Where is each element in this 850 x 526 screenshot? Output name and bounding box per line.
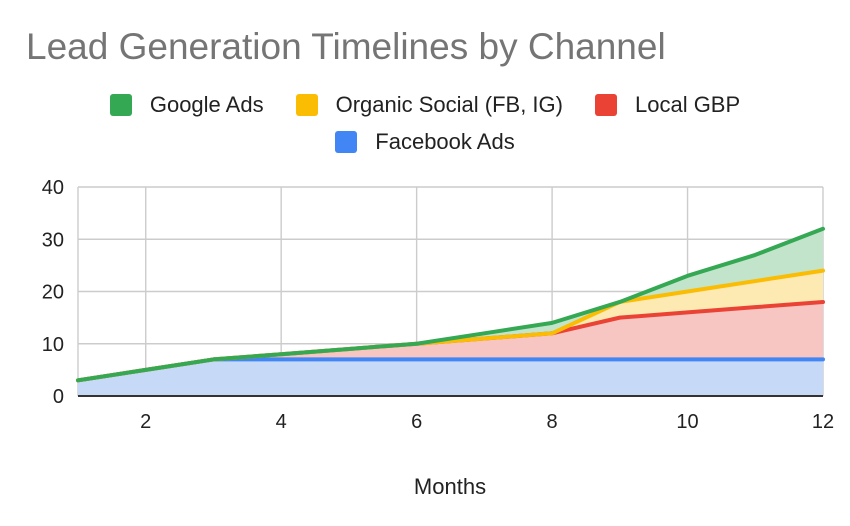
legend-swatch <box>335 131 358 153</box>
legend-item-local-gbp[interactable]: Local GBP <box>594 92 741 118</box>
y-tick-label: 10 <box>42 334 64 356</box>
x-tick-label: 4 <box>276 411 287 433</box>
x-tick-label: 2 <box>140 411 151 433</box>
x-tick-label: 8 <box>547 411 558 433</box>
legend-item-facebook-ads[interactable]: Facebook Ads <box>335 129 515 155</box>
legend-swatch <box>594 94 617 116</box>
legend-label: Facebook Ads <box>375 129 515 154</box>
legend-swatch <box>109 94 132 116</box>
legend-swatch <box>295 94 318 116</box>
x-axis-label: Months <box>413 474 487 499</box>
y-tick-label: 40 <box>42 177 64 199</box>
x-tick-label: 12 <box>812 411 834 433</box>
legend-label: Organic Social (FB, IG) <box>335 92 563 117</box>
area-facebook-ads <box>78 359 823 396</box>
chart-title: Lead Generation Timelines by Channel <box>26 26 666 67</box>
axis-layer: 0 10 20 30 40 2 4 6 8 10 12 <box>42 177 834 433</box>
legend-label: Local GBP <box>634 92 741 117</box>
line-layer <box>76 226 825 383</box>
x-tick-label: 10 <box>676 411 698 433</box>
legend-label: Google Ads <box>149 92 264 117</box>
y-tick-label: 20 <box>42 282 64 304</box>
legend-row-2: Facebook Ads <box>0 129 850 155</box>
y-tick-label: 30 <box>42 229 64 251</box>
legend-row-1: Google Ads Organic Social (FB, IG) Local… <box>0 92 850 118</box>
legend-item-organic-social[interactable]: Organic Social (FB, IG) <box>295 92 563 118</box>
line-google-ads <box>76 226 825 383</box>
x-tick-label: 6 <box>411 411 422 433</box>
y-tick-label: 0 <box>53 386 64 408</box>
legend-item-google-ads[interactable]: Google Ads <box>109 92 264 118</box>
